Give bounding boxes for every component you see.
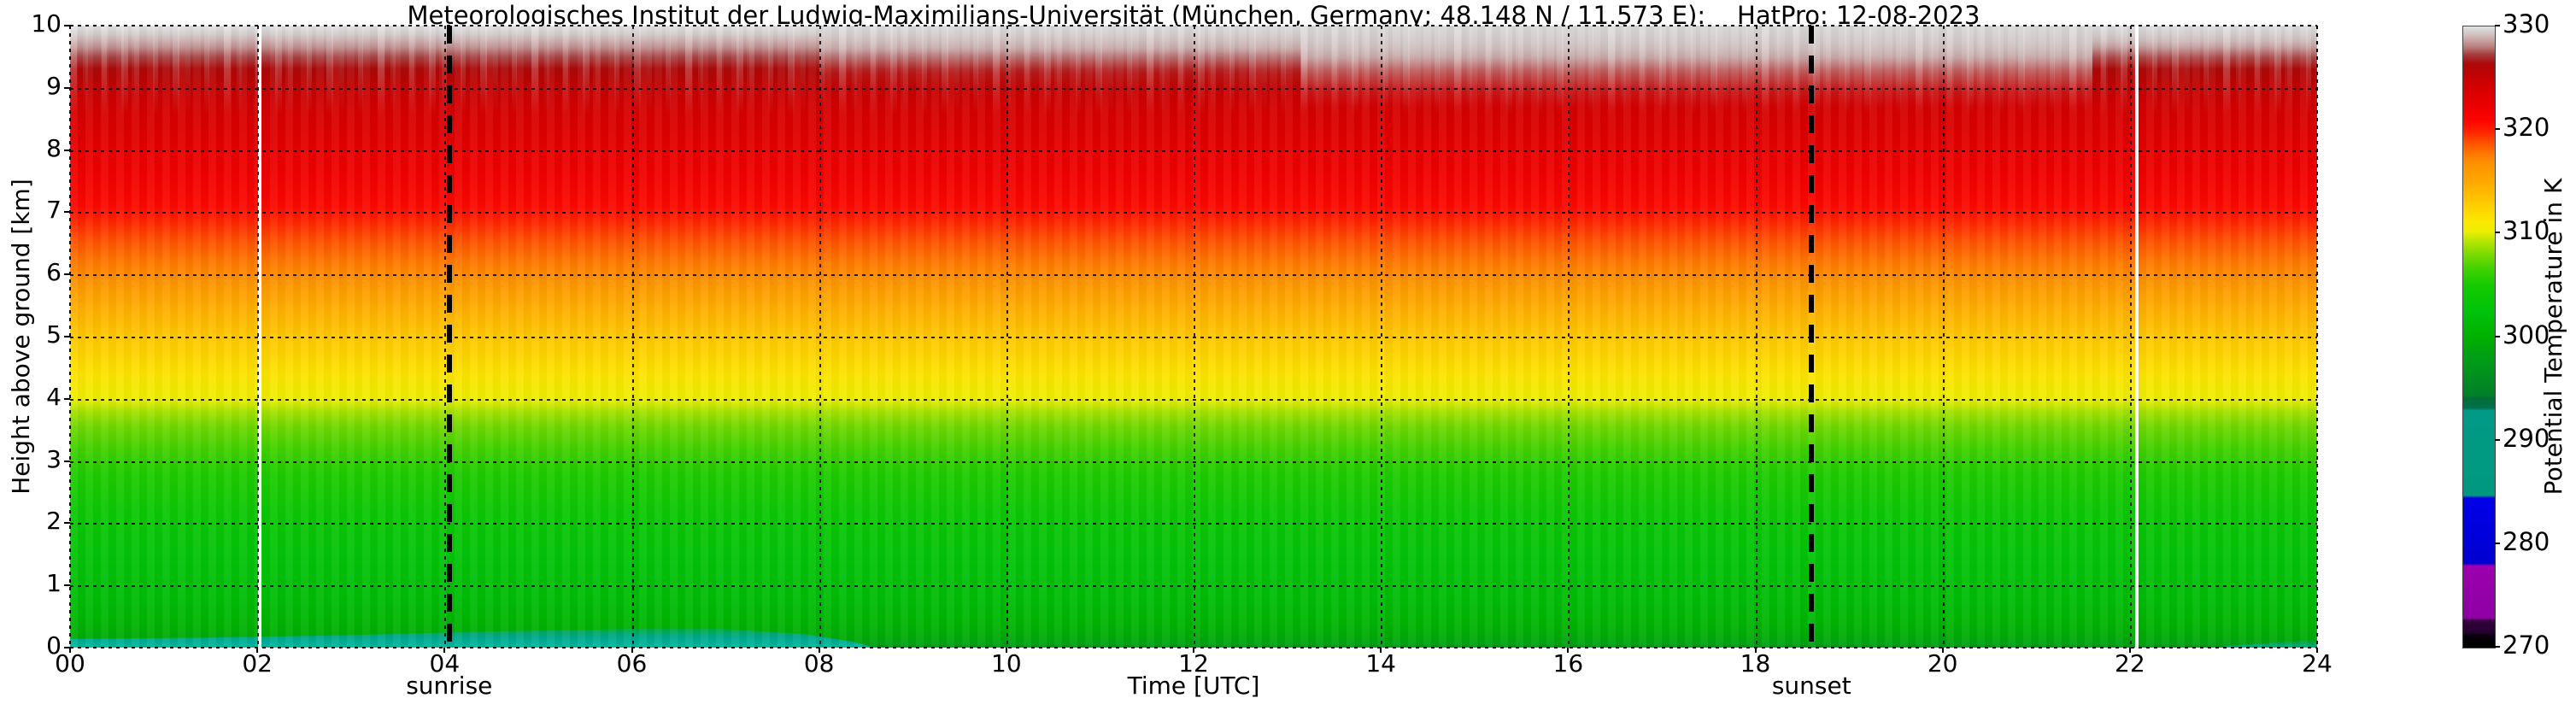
x-tick-label: 22 [2115,649,2145,678]
x-tick-mark [1005,648,1007,653]
y-tick-mark [64,25,70,26]
evening-surface-cooling [2223,639,2317,648]
y-tick-label: 3 [46,444,62,473]
y-tick-mark [64,647,70,648]
x-tick-mark [818,648,820,653]
y-tick-label: 4 [46,382,62,411]
gridline-horizontal [70,88,2317,90]
y-tick-mark [64,211,70,214]
gridline-horizontal [70,274,2317,276]
y-tick-label: 1 [46,569,62,598]
gridline-horizontal [70,523,2317,525]
x-tick-label: 14 [1365,649,1396,678]
colorbar-tick-mark [2495,128,2500,131]
x-tick-mark [256,648,259,653]
colorbar-tick-label: 280 [2503,526,2550,556]
y-tick-label: 10 [31,9,62,38]
x-tick-mark [69,648,71,653]
frame-left [69,26,71,648]
x-tick-label: 12 [1178,649,1209,678]
heatmap-plot [70,26,2317,648]
x-axis-label: Time [UTC] [1127,672,1260,700]
x-tick-label: 18 [1740,649,1771,678]
colorbar-tick-label: 320 [2503,113,2550,143]
x-tick-mark [443,648,446,653]
y-tick-mark [64,397,70,400]
gridline-horizontal [70,337,2317,338]
y-tick-label: 6 [46,258,62,287]
gridline-horizontal [70,585,2317,587]
x-tick-label: 24 [2302,649,2332,678]
colorbar-tick-label: 270 [2503,631,2550,660]
y-tick-mark [64,149,70,151]
x-tick-label: 16 [1552,649,1584,678]
gridline-horizontal [70,461,2317,463]
x-tick-label: 10 [991,649,1022,678]
x-tick-label: 08 [803,649,835,678]
sunrise-line [446,26,452,648]
gridline-horizontal [70,399,2317,401]
sunrise-label: sunrise [406,672,493,700]
x-tick-mark [2128,648,2131,653]
x-tick-label: 20 [1927,649,1958,678]
x-tick-mark [1941,648,1944,653]
x-tick-mark [2316,648,2318,653]
x-tick-label: 04 [429,649,461,678]
frame-right [2316,26,2318,648]
y-tick-mark [64,584,70,587]
colorbar-tick-mark [2495,335,2500,337]
x-tick-label: 00 [55,649,85,678]
x-tick-mark [1193,648,1194,653]
frame-top [70,25,2317,26]
colorbar-tick-mark [2495,232,2500,234]
colorbar-tick-label: 290 [2503,423,2550,453]
y-tick-label: 7 [46,196,62,225]
x-tick-mark [631,648,633,653]
colorbar-tick-mark [2495,646,2500,648]
gridline-horizontal [70,150,2317,152]
colorbar-label: Potential Temperature in K [2539,178,2567,496]
colorbar-tick-label: 330 [2503,9,2550,38]
colorbar-tick-mark [2495,542,2500,544]
x-tick-label: 02 [242,649,273,678]
y-tick-mark [64,273,70,276]
gridline-horizontal [70,212,2317,214]
y-tick-label: 2 [46,507,62,536]
x-tick-mark [1567,648,1570,653]
y-tick-mark [64,460,70,462]
colorbar-tick-label: 300 [2503,320,2550,349]
colorbar [2462,26,2496,648]
upper-whitening-band-0 [819,26,1301,88]
y-tick-label: 5 [46,320,62,349]
x-tick-mark [1754,648,1757,653]
colorbar-tick-label: 310 [2503,216,2550,246]
upper-whitening-band-1 [1301,26,2092,107]
y-tick-mark [64,336,70,337]
sunset-line [1809,26,1815,648]
upper-whitening-band-2 [2092,26,2317,69]
colorbar-tick-mark [2495,25,2500,26]
y-tick-label: 9 [46,71,62,100]
y-tick-label: 8 [46,133,62,162]
y-tick-mark [64,522,70,525]
x-tick-label: 06 [616,649,648,678]
colorbar-tick-mark [2495,438,2500,441]
y-tick-label: 0 [46,631,62,660]
sunset-label: sunset [1771,672,1851,700]
x-tick-mark [1380,648,1382,653]
y-tick-mark [64,86,70,89]
